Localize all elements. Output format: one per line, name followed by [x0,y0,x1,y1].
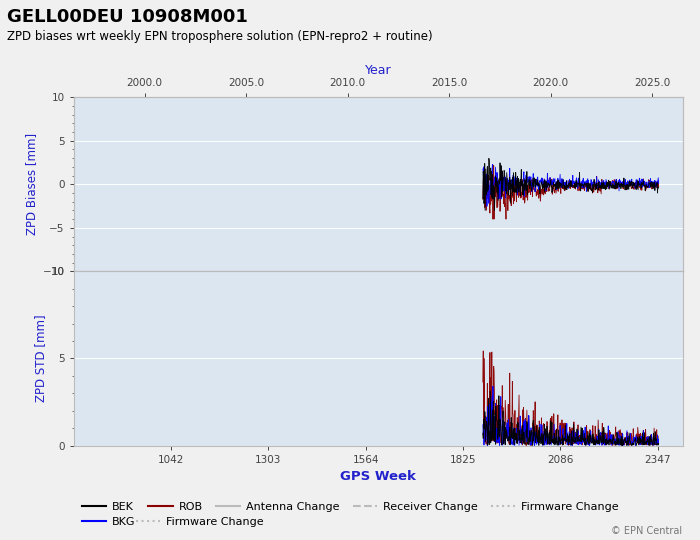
X-axis label: Year: Year [365,64,391,77]
Y-axis label: ZPD STD [mm]: ZPD STD [mm] [34,315,47,402]
Text: © EPN Central: © EPN Central [611,525,682,536]
Legend: Firmware Change: Firmware Change [132,513,268,532]
X-axis label: GPS Week: GPS Week [340,470,416,483]
Text: ZPD biases wrt weekly EPN troposphere solution (EPN-repro2 + routine): ZPD biases wrt weekly EPN troposphere so… [7,30,433,43]
Legend: BEK, BKG, ROB, Antenna Change, Receiver Change, Firmware Change: BEK, BKG, ROB, Antenna Change, Receiver … [77,497,623,532]
Text: GELL00DEU 10908M001: GELL00DEU 10908M001 [7,8,248,26]
Y-axis label: ZPD Biases [mm]: ZPD Biases [mm] [25,133,38,235]
